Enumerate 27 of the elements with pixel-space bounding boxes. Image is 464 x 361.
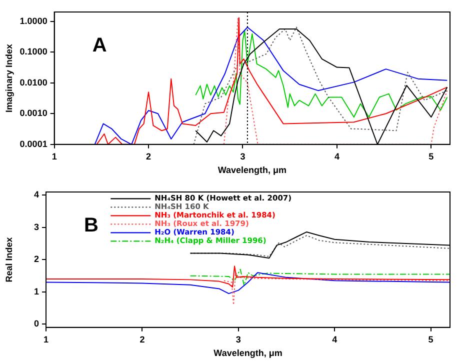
y-tick-label: 3 <box>34 222 39 232</box>
x-tick-label: 2 <box>146 151 152 162</box>
x-tick-label: 5 <box>428 151 434 162</box>
x-tick-label: 3 <box>236 334 241 344</box>
y-tick-label: 1.0000 <box>20 16 48 26</box>
y-axis-title: Imaginary Index <box>4 44 14 112</box>
y-axis-title: Real Index <box>4 237 14 282</box>
y-tick-label: 0 <box>34 318 39 329</box>
x-tick-label: 3 <box>240 151 246 162</box>
y-tick-label: 0.0001 <box>20 138 48 149</box>
x-tick-label: 4 <box>332 334 338 344</box>
x-tick-label: 2 <box>140 334 145 344</box>
y-tick-label: 0.0010 <box>20 108 48 118</box>
y-tick-label: 0.0100 <box>20 77 48 88</box>
x-axis-title: Wavelength, μm <box>214 348 282 358</box>
x-tick-label: 5 <box>428 334 434 344</box>
y-tick-label: 2 <box>34 254 39 264</box>
line-series <box>190 268 450 286</box>
y-tick-label: 0.1000 <box>20 46 48 57</box>
x-tick-label: 4 <box>334 151 340 162</box>
annotation: A <box>92 34 107 57</box>
line-series <box>223 272 450 306</box>
annotation: B <box>84 214 98 237</box>
y-tick-label: 4 <box>34 190 39 200</box>
y-tick-label: 1 <box>34 286 39 296</box>
x-axis-title: Wavelength, μm <box>218 165 287 176</box>
x-tick-label: 1 <box>52 151 57 162</box>
